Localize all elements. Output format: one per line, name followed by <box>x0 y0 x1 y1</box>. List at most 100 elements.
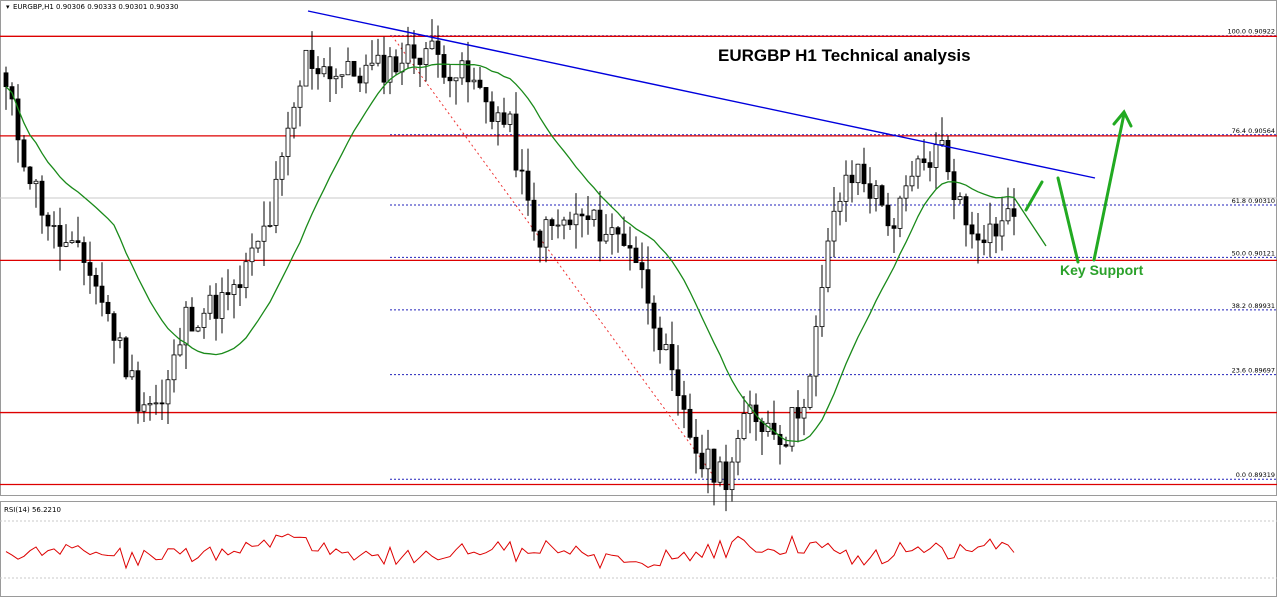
candle-body <box>735 438 741 463</box>
rsi-panel <box>0 501 1277 597</box>
candle-body <box>705 448 711 470</box>
candle-body <box>387 56 393 83</box>
candle-body <box>771 422 777 435</box>
candle-body <box>63 242 69 247</box>
projection-arrows <box>1024 109 1133 264</box>
candle-body <box>627 245 633 249</box>
candle-body <box>57 225 63 247</box>
candle-body <box>405 44 411 64</box>
candle-body <box>831 210 837 242</box>
candle-body <box>435 40 441 55</box>
candle-body <box>339 74 345 77</box>
candle-body <box>207 294 213 314</box>
candle-body <box>417 57 423 65</box>
candle-body <box>573 213 579 226</box>
projection-rally-stroke <box>1092 112 1126 262</box>
candle-body <box>801 406 807 419</box>
candle-body <box>501 112 507 125</box>
candle-body <box>159 402 165 405</box>
candle-body <box>693 436 699 454</box>
candle-body <box>237 284 243 289</box>
candle-body <box>189 306 195 332</box>
candle-body <box>561 219 567 226</box>
candle-body <box>999 220 1005 237</box>
candle-body <box>465 60 471 83</box>
candle-body <box>825 240 831 288</box>
candle-body <box>837 200 843 212</box>
candle-body <box>171 354 177 381</box>
candle-body <box>81 242 87 263</box>
candle-body <box>375 54 381 64</box>
candle-body <box>219 292 225 319</box>
candle-body <box>123 337 129 378</box>
candle-body <box>213 294 219 319</box>
price-panel <box>0 0 1277 496</box>
candle-body <box>651 302 657 329</box>
candle-body <box>93 274 99 287</box>
fib-level-label: 0.0 0.89319 <box>1236 471 1275 479</box>
candle-body <box>471 79 477 83</box>
candle-body <box>741 413 747 439</box>
candle-body <box>921 158 927 164</box>
fib-level-label: 61.8 0.90310 <box>1232 197 1275 205</box>
candle-body <box>675 369 681 397</box>
candle-body <box>333 75 339 80</box>
fib-level-label: 23.6 0.89697 <box>1232 367 1275 375</box>
rsi-header: RSI(14) 56.2210 <box>4 506 61 514</box>
candle-body <box>297 85 303 108</box>
candle-body <box>321 66 327 75</box>
chart-title: EURGBP H1 Technical analysis <box>718 46 971 65</box>
candle-body <box>885 204 891 227</box>
candle-body <box>135 370 141 412</box>
candle-body <box>303 49 309 87</box>
candle-body <box>855 163 861 184</box>
candle-body <box>489 101 495 122</box>
candle-body <box>603 233 609 242</box>
candle-body <box>381 54 387 83</box>
candle-body <box>729 461 735 491</box>
candle-body <box>255 240 261 249</box>
candle-body <box>291 106 297 129</box>
candle-body <box>969 224 975 235</box>
candle-body <box>279 156 285 180</box>
candle-body <box>153 402 159 405</box>
candle-body <box>555 224 561 227</box>
symbol-header: EURGBP,H1 0.90306 0.90333 0.90301 0.9033… <box>13 3 179 11</box>
rsi-line <box>5 533 1015 570</box>
candle-body <box>261 225 267 242</box>
candle-body <box>795 407 801 419</box>
candle-body <box>483 87 489 103</box>
candle-body <box>927 162 933 168</box>
candle-body <box>441 54 447 78</box>
candle-body <box>669 344 675 371</box>
candle-body <box>243 261 249 289</box>
candle-body <box>615 227 621 235</box>
candle-body <box>879 185 885 206</box>
candle-body <box>519 169 525 172</box>
candle-body <box>369 62 375 66</box>
candle-body <box>33 180 39 185</box>
candle-body <box>645 269 651 304</box>
projection-down-stroke <box>1056 176 1080 264</box>
candle-body <box>687 408 693 438</box>
key-support-label: Key Support <box>1060 262 1144 278</box>
candle-body <box>39 180 45 216</box>
candle-body <box>849 174 855 184</box>
candle-body <box>15 98 21 141</box>
candle-body <box>549 219 555 226</box>
candle-body <box>777 433 783 446</box>
collapse-triangle-icon[interactable]: ▾ <box>6 3 10 11</box>
candle-body <box>411 44 417 59</box>
candle-body <box>891 225 897 229</box>
candle-body <box>225 292 231 295</box>
fib-retracement-diagonal <box>391 35 717 480</box>
candle-body <box>453 77 459 82</box>
candle-body <box>1011 208 1017 217</box>
horizontal-levels <box>0 35 1277 486</box>
candle-body <box>459 60 465 79</box>
candle-body <box>507 113 513 125</box>
candle-body <box>711 448 717 483</box>
fib-level-label: 38.2 0.89931 <box>1232 302 1275 310</box>
candle-body <box>231 284 237 295</box>
arrow-head-icon <box>1112 109 1133 128</box>
